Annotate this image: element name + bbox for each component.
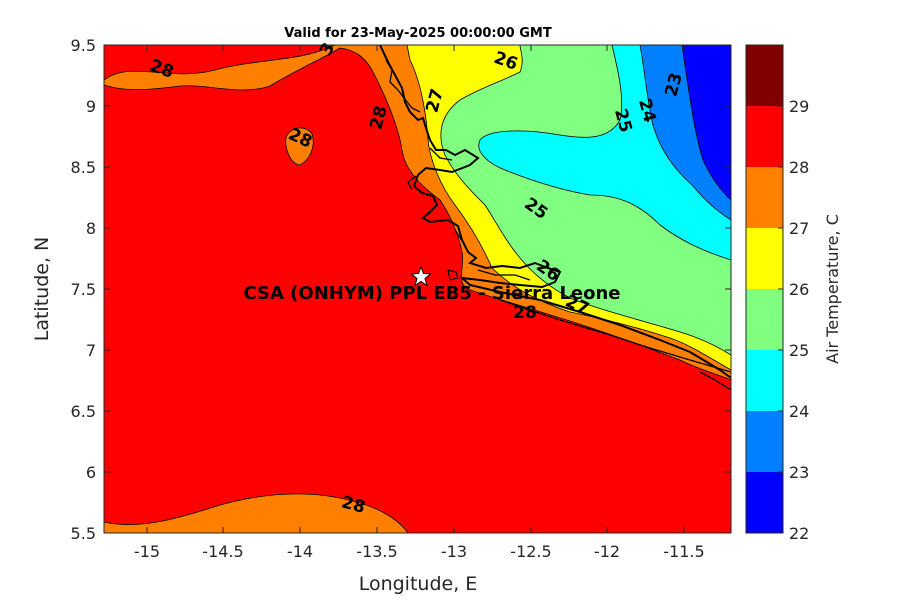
coastline xyxy=(379,45,731,379)
station-label: CSA (ONHYM) PPL EB5 - Sierra Leone xyxy=(243,283,620,304)
island-outline xyxy=(447,269,459,281)
y-tick-label: 7 xyxy=(86,341,96,360)
station-marker: CSA (ONHYM) PPL EB5 - Sierra Leone xyxy=(243,265,621,304)
x-axis-label: Longitude, E xyxy=(359,573,478,595)
colorbar-tick-label: 29 xyxy=(789,97,809,116)
map-title: Valid for 23-May-2025 00:00:00 GMT xyxy=(284,26,552,41)
contour-label: 28 xyxy=(513,303,537,323)
coastline-detail xyxy=(385,59,731,391)
colorbar-swatch-27-28 xyxy=(746,167,783,228)
y-tick-label: 5.5 xyxy=(71,524,96,543)
x-tick-labels: -15 -14.5 -14 -13.5 -13 -12.5 -12 -11.5 xyxy=(134,542,705,561)
x-axis xyxy=(146,45,685,533)
colorbar-swatch-26-27 xyxy=(746,228,783,289)
x-tick-label: -13.5 xyxy=(356,542,397,561)
temperature-field xyxy=(104,45,731,533)
y-tick-label: 7.5 xyxy=(71,280,96,299)
colorbar-swatch-29-30 xyxy=(746,45,783,106)
y-axis-label: Latitude, N xyxy=(31,237,53,342)
y-tick-label: 8.5 xyxy=(71,158,96,177)
colorbar-swatch-22-23 xyxy=(746,472,783,533)
x-tick-label: -14 xyxy=(287,542,313,561)
y-tick-label: 9.5 xyxy=(71,36,96,55)
x-tick-label: -12 xyxy=(594,542,620,561)
colorbar-tick-label: 24 xyxy=(789,402,809,421)
y-tick-label: 8 xyxy=(86,219,96,238)
y-tick-labels: 5.5 6 6.5 7 7.5 8 8.5 9 9.5 xyxy=(71,36,96,543)
colorbar-label: Air Temperature, C xyxy=(823,214,842,364)
x-tick-label: -15 xyxy=(134,542,160,561)
band-27-28-blob xyxy=(285,127,314,166)
colorbar-swatch-24-25 xyxy=(746,350,783,411)
star-icon xyxy=(410,265,432,287)
colorbar-tick-label: 27 xyxy=(789,219,809,238)
colorbar-swatch-28-29 xyxy=(746,106,783,167)
colorbar: 22 23 24 25 26 27 28 29 Air Temperature,… xyxy=(745,44,842,543)
x-tick-label: -13 xyxy=(441,542,467,561)
colorbar-tick-label: 25 xyxy=(789,341,809,360)
x-tick-label: -11.5 xyxy=(663,542,704,561)
y-axis xyxy=(104,44,731,534)
colorbar-tick-label: 23 xyxy=(789,463,809,482)
band-27-28-south xyxy=(104,493,409,533)
colorbar-tick-label: 28 xyxy=(789,158,809,177)
colorbar-tick-label: 22 xyxy=(789,524,809,543)
band-22-23 xyxy=(681,45,731,201)
y-tick-label: 9 xyxy=(86,97,96,116)
colorbar-tick-label: 26 xyxy=(789,280,809,299)
y-tick-label: 6 xyxy=(86,463,96,482)
x-tick-label: -12.5 xyxy=(510,542,551,561)
colorbar-swatch-25-26 xyxy=(746,289,783,350)
colorbar-swatch-23-24 xyxy=(746,411,783,472)
x-tick-label: -14.5 xyxy=(202,542,243,561)
y-tick-label: 6.5 xyxy=(71,402,96,421)
